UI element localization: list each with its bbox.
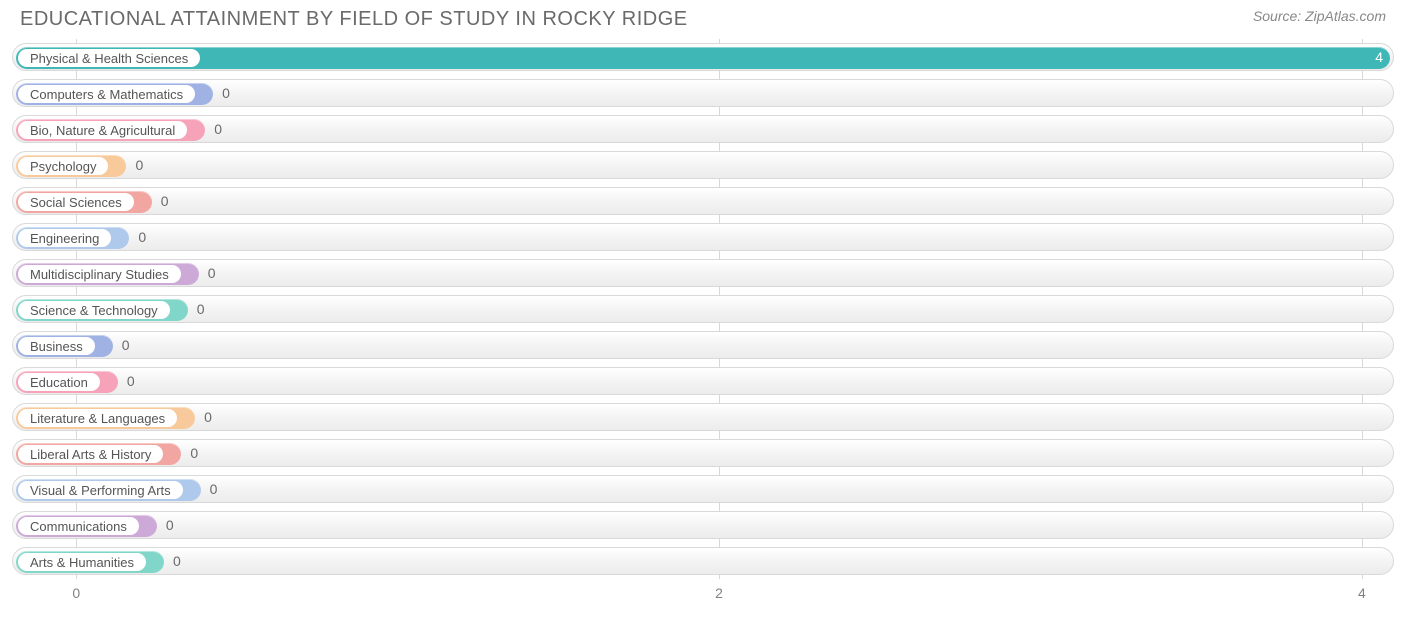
- bar-value: 0: [122, 337, 130, 353]
- bar-row: Business 0: [12, 327, 1394, 363]
- bar-track: Liberal Arts & History 0: [12, 439, 1394, 467]
- bar-row: Education 0: [12, 363, 1394, 399]
- bar-label: Communications: [18, 517, 139, 535]
- bar-track: Literature & Languages 0: [12, 403, 1394, 431]
- bar-value: 0: [204, 409, 212, 425]
- bar-label: Computers & Mathematics: [18, 85, 195, 103]
- bar-label: Social Sciences: [18, 193, 134, 211]
- bar-row: Engineering 0: [12, 219, 1394, 255]
- source-attribution: Source: ZipAtlas.com: [1253, 8, 1386, 24]
- bar-row: Computers & Mathematics 0: [12, 75, 1394, 111]
- bar-pill: Psychology: [16, 155, 126, 177]
- bar-label: Visual & Performing Arts: [18, 481, 183, 499]
- plot-region: Physical & Health Sciences 4 Computers & M…: [12, 39, 1394, 579]
- bar-pill: Science & Technology: [16, 299, 188, 321]
- bar-track: Social Sciences 0: [12, 187, 1394, 215]
- bar-label: Multidisciplinary Studies: [18, 265, 181, 283]
- bar-track: Engineering 0: [12, 223, 1394, 251]
- bar-pill: Social Sciences: [16, 191, 152, 213]
- x-tick: 4: [1358, 585, 1366, 601]
- bar-label: Physical & Health Sciences: [18, 49, 200, 67]
- bar-value: 0: [197, 301, 205, 317]
- bar-label: Engineering: [18, 229, 111, 247]
- bar-pill: Arts & Humanities: [16, 551, 164, 573]
- bar-pill: Visual & Performing Arts: [16, 479, 201, 501]
- chart-area: Physical & Health Sciences 4 Computers & M…: [12, 39, 1394, 607]
- bar-pill: Liberal Arts & History: [16, 443, 181, 465]
- bar-value: 0: [210, 481, 218, 497]
- bar-value: 4: [1375, 49, 1383, 65]
- header: EDUCATIONAL ATTAINMENT BY FIELD OF STUDY…: [0, 0, 1406, 35]
- bar-track: Education 0: [12, 367, 1394, 395]
- bar-row: Psychology 0: [12, 147, 1394, 183]
- bar-track: Psychology 0: [12, 151, 1394, 179]
- bar-label: Arts & Humanities: [18, 553, 146, 571]
- bar-pill: Physical & Health Sciences: [16, 47, 1390, 69]
- bar-pill: Multidisciplinary Studies: [16, 263, 199, 285]
- bar-label: Business: [18, 337, 95, 355]
- bar-row: Science & Technology 0: [12, 291, 1394, 327]
- bar-track: Visual & Performing Arts 0: [12, 475, 1394, 503]
- bar-track: Physical & Health Sciences 4: [12, 43, 1394, 71]
- bar-pill: Communications: [16, 515, 157, 537]
- bar-label: Liberal Arts & History: [18, 445, 163, 463]
- bar-pill: Engineering: [16, 227, 129, 249]
- bar-track: Arts & Humanities 0: [12, 547, 1394, 575]
- bar-label: Education: [18, 373, 100, 391]
- bar-value: 0: [208, 265, 216, 281]
- chart-title: EDUCATIONAL ATTAINMENT BY FIELD OF STUDY…: [20, 8, 688, 31]
- bar-label: Literature & Languages: [18, 409, 177, 427]
- bar-label: Bio, Nature & Agricultural: [18, 121, 187, 139]
- bar-value: 0: [214, 121, 222, 137]
- bar-value: 0: [173, 553, 181, 569]
- bar-row: Arts & Humanities 0: [12, 543, 1394, 579]
- bar-pill: Literature & Languages: [16, 407, 195, 429]
- bar-row: Liberal Arts & History 0: [12, 435, 1394, 471]
- bar-row: Bio, Nature & Agricultural 0: [12, 111, 1394, 147]
- x-tick: 0: [72, 585, 80, 601]
- bar-label: Psychology: [18, 157, 108, 175]
- bar-track: Communications 0: [12, 511, 1394, 539]
- bar-row: Communications 0: [12, 507, 1394, 543]
- bar-pill: Computers & Mathematics: [16, 83, 213, 105]
- bar-value: 0: [127, 373, 135, 389]
- bar-row: Literature & Languages 0: [12, 399, 1394, 435]
- bar-track: Science & Technology 0: [12, 295, 1394, 323]
- bar-pill: Business: [16, 335, 113, 357]
- bar-track: Bio, Nature & Agricultural 0: [12, 115, 1394, 143]
- bar-pill: Education: [16, 371, 118, 393]
- bar-value: 0: [166, 517, 174, 533]
- x-tick: 2: [715, 585, 723, 601]
- bar-value: 0: [138, 229, 146, 245]
- bar-row: Multidisciplinary Studies 0: [12, 255, 1394, 291]
- bar-pill: Bio, Nature & Agricultural: [16, 119, 205, 141]
- bar-value: 0: [135, 157, 143, 173]
- bar-track: Computers & Mathematics 0: [12, 79, 1394, 107]
- bar-row: Physical & Health Sciences 4: [12, 39, 1394, 75]
- x-axis: 0 2 4: [12, 583, 1394, 607]
- bar-value: 0: [222, 85, 230, 101]
- bar-track: Multidisciplinary Studies 0: [12, 259, 1394, 287]
- bar-row: Visual & Performing Arts 0: [12, 471, 1394, 507]
- bar-label: Science & Technology: [18, 301, 170, 319]
- bar-value: 0: [161, 193, 169, 209]
- bar-track: Business 0: [12, 331, 1394, 359]
- bar-row: Social Sciences 0: [12, 183, 1394, 219]
- bar-value: 0: [190, 445, 198, 461]
